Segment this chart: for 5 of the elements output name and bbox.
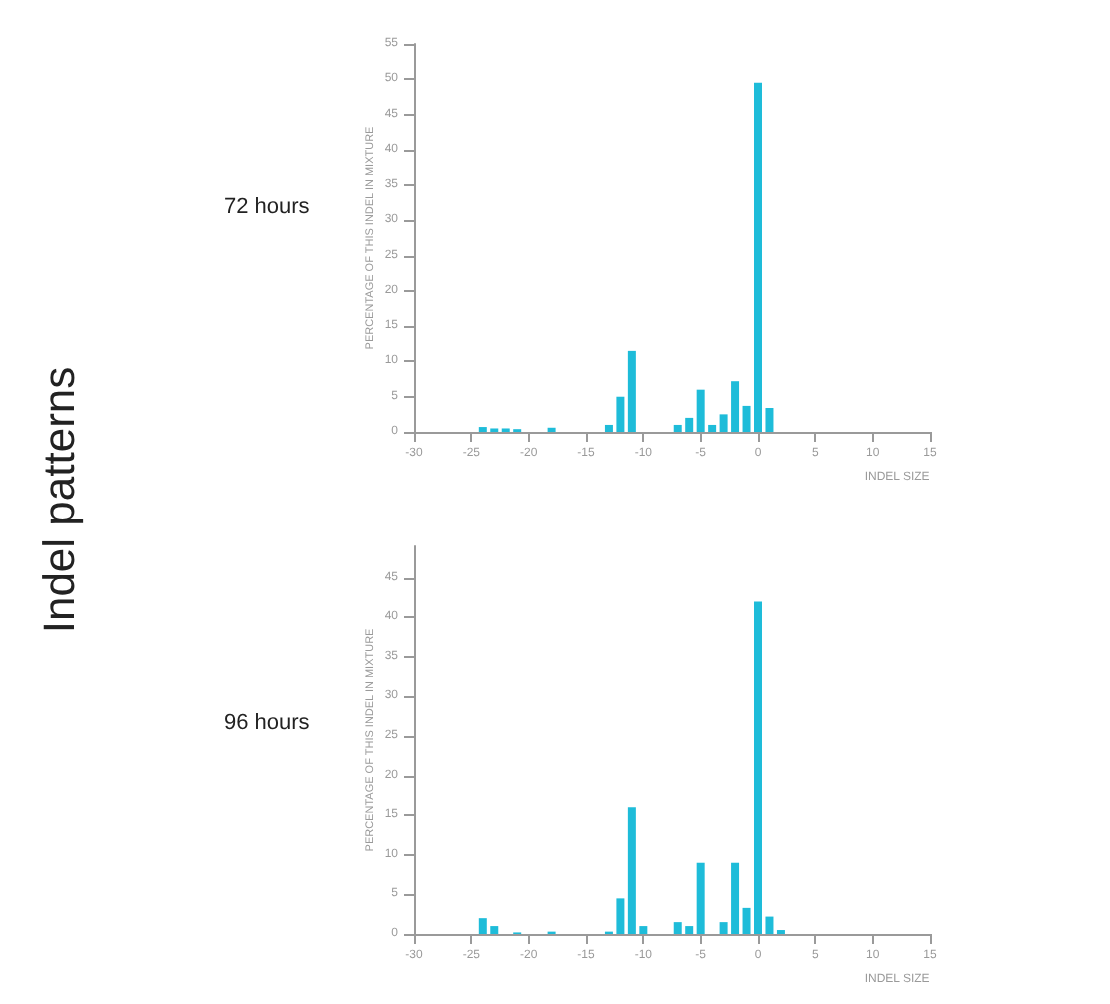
text: Indel patterns — [34, 366, 86, 634]
text: 96 hours — [224, 711, 311, 735]
bar — [696, 862, 705, 934]
text: 72 hours — [224, 195, 311, 219]
bar — [627, 350, 636, 432]
